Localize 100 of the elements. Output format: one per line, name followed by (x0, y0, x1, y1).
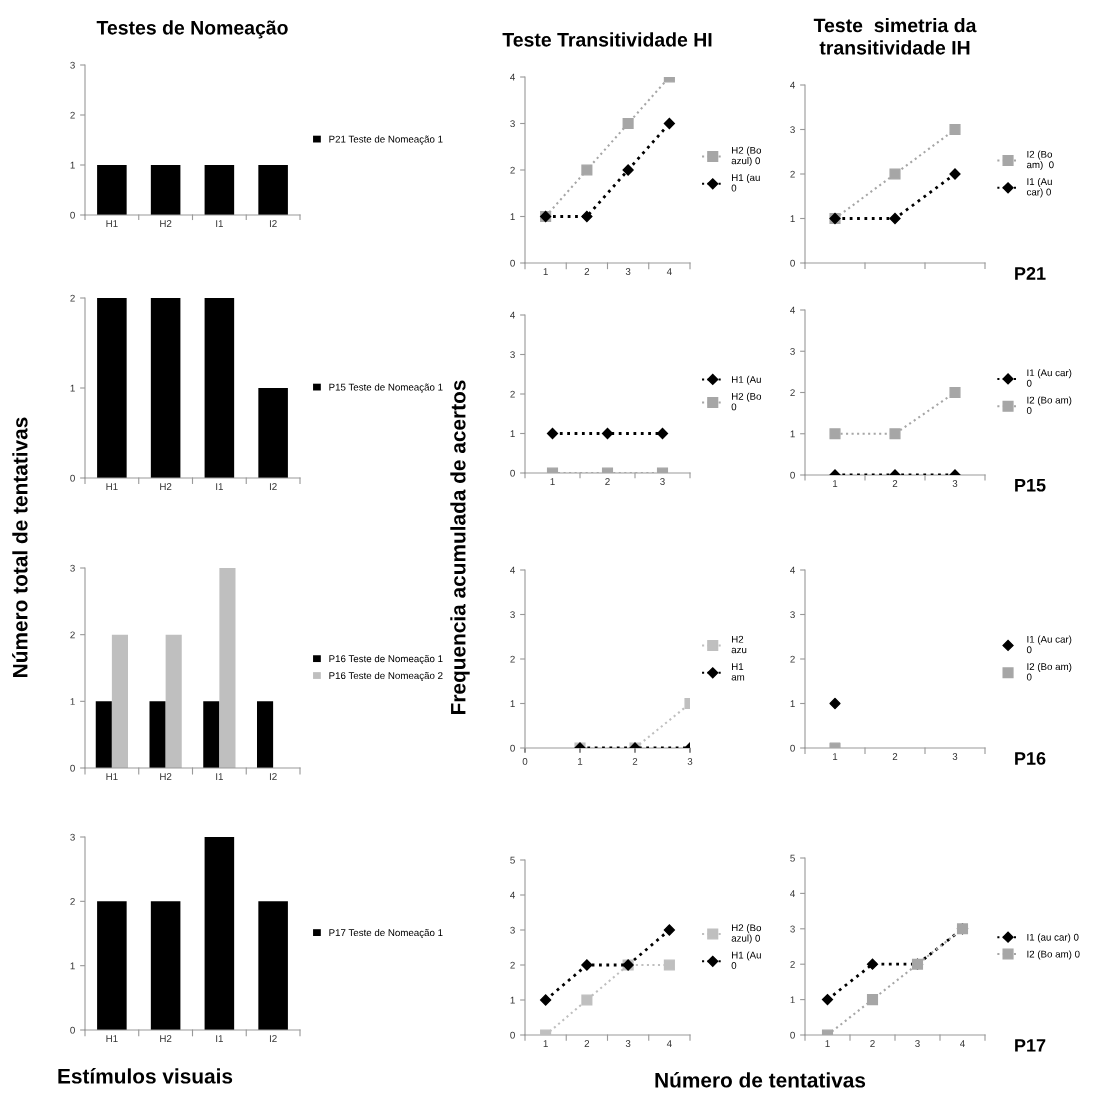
y-tick-label: 2 (790, 170, 795, 178)
y-tick-label: 1 (70, 161, 75, 169)
y-tick-label: 1 (70, 698, 75, 705)
y-tick-label: 2 (510, 166, 515, 174)
x-tick-label: 1 (825, 1040, 830, 1047)
legend-label: I2 (Bo am) 0 (1026, 150, 1054, 171)
y-tick-label: 2 (70, 294, 75, 302)
y-tick-label: 1 (790, 430, 795, 438)
y-tick-label: 4 (790, 890, 795, 897)
y-tick-label: 2 (510, 390, 515, 398)
x-tick-label: I2 (269, 483, 277, 490)
text: P15 (1015, 478, 1046, 492)
y-tick-label: 5 (510, 856, 515, 864)
x-tick-label: I2 (269, 773, 277, 780)
y-axis-title: Número total de tentativas (12, 417, 28, 677)
y-tick-label: 5 (790, 854, 795, 862)
x-tick-label: 3 (952, 753, 958, 760)
y-tick-label: 2 (510, 655, 515, 663)
legend-label: I2 (Bo am) 0 (1027, 950, 1080, 960)
y-tick-label: 3 (790, 126, 795, 134)
y-tick-label: 1 (790, 996, 795, 1004)
y-tick-label: 0 (510, 744, 515, 752)
legend-label: I2 (Bo am) 0 (1026, 396, 1072, 414)
legend-label: I2 (Bo am) 0 (1026, 662, 1072, 681)
y-tick-label: 3 (790, 611, 795, 619)
y-tick-label: 0 (790, 471, 795, 479)
x-tick-label: 3 (625, 1040, 631, 1047)
legend-label: H1 (Au 0 (731, 951, 761, 969)
y-tick-label: 3 (790, 925, 795, 933)
y-tick-label: 3 (70, 833, 75, 841)
x-tick-label: 4 (666, 1040, 672, 1047)
y-tick-label: 4 (790, 566, 795, 574)
x-tick-label: H2 (160, 1035, 172, 1042)
x-tick-label: I1 (216, 220, 223, 227)
x-tick-label: 1 (833, 480, 838, 487)
x-axis-title: Número de tentativas (655, 1072, 866, 1088)
x-tick-label: 2 (892, 753, 898, 760)
x-tick-label: 0 (522, 757, 528, 765)
y-tick-label: 3 (790, 347, 795, 355)
y-tick-label: 0 (510, 469, 515, 477)
x-tick-label: 3 (952, 480, 958, 487)
x-tick-label: I2 (269, 220, 277, 227)
x-tick-label: H2 (160, 483, 172, 490)
legend-label: P16 Teste de Nomeação 1 (329, 655, 443, 665)
x-tick-label: H1 (106, 1035, 118, 1042)
y-tick-label: 1 (510, 213, 515, 221)
x-tick-label: 4 (960, 1040, 965, 1047)
x-tick-label: 4 (666, 268, 672, 275)
chart-title: Teste Transitividade HI (502, 32, 712, 47)
x-tick-label: 1 (833, 753, 838, 760)
x-tick-label: I1 (216, 773, 223, 780)
x-tick-label: 2 (584, 1040, 590, 1047)
legend-label: P17 Teste de Nomeação 1 (329, 928, 443, 939)
legend-label: P15 Teste de Nomeação 1 (329, 383, 443, 393)
y-tick-label: 0 (70, 1026, 75, 1034)
x-tick-label: 3 (915, 1040, 920, 1047)
chart-title: Testes de Nomeação (96, 20, 288, 39)
x-tick-label: 3 (660, 478, 665, 485)
legend-label: P21 Teste de Nomeação 1 (329, 135, 443, 145)
legend-label: P16 Teste de Nomeação 2 (329, 671, 443, 681)
text: P17 (1015, 1039, 1046, 1052)
y-tick-label: 0 (790, 259, 795, 267)
y-tick-label: 0 (790, 744, 795, 752)
x-tick-label: I1 (216, 483, 223, 490)
x-tick-label: H1 (106, 220, 118, 227)
y-tick-label: 4 (790, 81, 795, 89)
x-tick-label: 1 (550, 478, 555, 485)
y-tick-label: 2 (510, 961, 515, 969)
y-tick-label: 3 (70, 61, 75, 69)
x-tick-label: 1 (578, 758, 583, 765)
y-tick-label: 1 (70, 384, 75, 392)
y-tick-label: 0 (510, 259, 515, 267)
y-tick-label: 2 (70, 111, 75, 119)
y-tick-label: 2 (790, 655, 795, 663)
y-tick-label: 2 (790, 960, 795, 968)
x-tick-label: 3 (687, 757, 693, 765)
x-tick-label: 3 (625, 268, 631, 275)
x-tick-label: 2 (632, 757, 638, 765)
y-tick-label: 2 (70, 631, 75, 639)
y-tick-label: 1 (510, 996, 515, 1004)
legend-label: H1 (au 0 (731, 173, 760, 192)
y-tick-label: 3 (510, 120, 515, 128)
y-tick-label: 3 (70, 564, 75, 572)
legend-label: H2 (Bo 0 (731, 392, 762, 411)
y-tick-label: 1 (70, 962, 75, 970)
y-tick-label: 3 (510, 926, 515, 934)
y-tick-label: 4 (510, 566, 515, 574)
legend-label: I1 (Au car) 0 (1026, 635, 1072, 654)
x-tick-label: H2 (160, 773, 172, 780)
x-tick-label: 1 (543, 268, 548, 275)
y-tick-label: 4 (510, 73, 515, 81)
y-tick-label: 4 (790, 306, 795, 314)
legend-label: H1 am (731, 663, 745, 681)
legend-label: H2 (Bo azul) 0 (731, 924, 762, 944)
y-tick-label: 1 (510, 430, 515, 438)
chart-title: Teste simetria da transitividade IH (813, 18, 977, 55)
y-tick-label: 0 (70, 764, 75, 772)
legend-label: H2 azu (731, 635, 747, 654)
y-tick-label: 4 (510, 891, 515, 899)
y-tick-label: 1 (510, 700, 515, 708)
